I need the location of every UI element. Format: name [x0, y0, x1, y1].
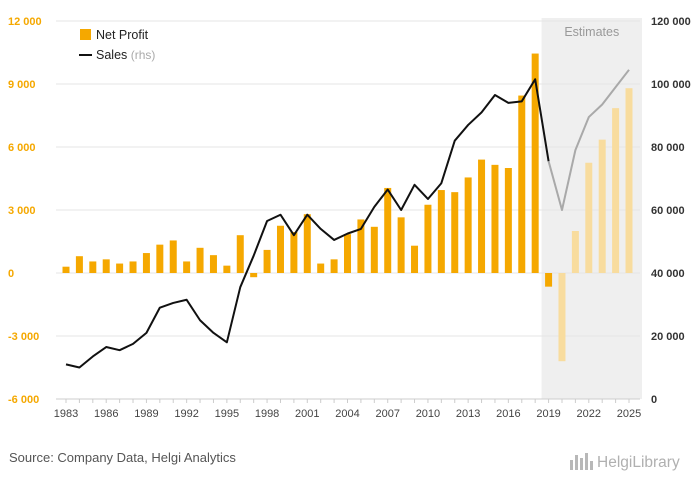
bar-net-profit-1992 — [183, 261, 191, 273]
x-tick-label: 2010 — [416, 408, 440, 420]
y-axis-right: 0 20 000 40 000 60 000 80 000 100 000 120 000 — [651, 16, 691, 406]
bar-net-profit-2016 — [504, 168, 512, 273]
helgi-library-logo: HelgiLibrary — [570, 453, 680, 471]
legend-swatch-net-profit — [80, 29, 91, 40]
x-tick-label: 2007 — [375, 408, 399, 420]
y-left-tick-label: 3 000 — [8, 205, 36, 217]
x-axis: 1983 1986 1989 1992 1995 1998 2001 2004 2007 2010… — [54, 398, 641, 420]
logo-icon — [570, 453, 593, 470]
y-right-tick-label: 80 000 — [651, 142, 685, 154]
x-tick-label: 2013 — [456, 408, 480, 420]
bar-net-profit-1987 — [116, 263, 124, 273]
bar-net-profit-1998 — [263, 249, 271, 273]
x-tick-label: 2019 — [536, 408, 560, 420]
bar-net-profit-2005 — [357, 219, 365, 273]
bar-net-profit-1993 — [196, 247, 204, 273]
y-right-tick-label: 20 000 — [651, 331, 685, 343]
y-axis-left: -6 000 -3 000 0 3 000 6 000 9 000 12 000 — [8, 16, 42, 406]
source-note: Source: Company Data, Helgi Analytics — [9, 450, 236, 465]
bar-net-profit-2007 — [384, 187, 392, 273]
y-left-tick-label: 12 000 — [8, 16, 42, 28]
y-left-tick-label: -6 000 — [8, 394, 39, 406]
bar-net-profit-2002 — [317, 263, 325, 273]
bar-net-profit-1986 — [102, 259, 110, 273]
bar-net-profit-2011 — [437, 190, 445, 273]
bar-net-profit-2015 — [491, 164, 499, 273]
x-tick-label: 1998 — [255, 408, 279, 420]
bar-net-profit-2009 — [411, 245, 419, 273]
bar-net-profit-1995 — [223, 265, 231, 273]
x-tick-label: 2004 — [335, 408, 359, 420]
bar-net-profit-2006 — [370, 226, 378, 273]
bar-net-profit-2014 — [478, 159, 486, 273]
bar-net-profit-1990 — [156, 244, 164, 273]
x-tick-label: 1992 — [174, 408, 198, 420]
logo-text: HelgiLibrary — [597, 454, 680, 471]
y-left-tick-label: -3 000 — [8, 331, 39, 343]
bar-net-profit-2025 — [625, 88, 633, 273]
bar-net-profit-2021 — [571, 231, 579, 273]
bar-net-profit-2012 — [451, 192, 459, 273]
y-left-tick-label: 0 — [8, 268, 14, 280]
x-tick-label: 1989 — [134, 408, 158, 420]
legend-label-sales-suffix: (rhs) — [131, 48, 156, 62]
sales-line-estimate — [547, 69, 630, 211]
bar-net-profit-2004 — [344, 234, 352, 273]
bar-net-profit-1994 — [209, 255, 217, 273]
bar-net-profit-1999 — [276, 225, 284, 273]
net-profit-bars — [62, 53, 633, 362]
bar-net-profit-2010 — [424, 204, 432, 273]
y-right-tick-label: 0 — [651, 394, 657, 406]
x-tick-label: 2022 — [577, 408, 601, 420]
legend: Net Profit Sales (rhs) — [79, 28, 155, 62]
bar-net-profit-2019 — [545, 273, 553, 287]
bar-net-profit-2023 — [598, 139, 606, 273]
legend-label-net-profit: Net Profit — [96, 28, 149, 42]
x-tick-label: 1983 — [54, 408, 78, 420]
sales-line-actual — [65, 78, 550, 369]
legend-label-sales-name: Sales — [96, 48, 127, 62]
y-right-tick-label: 40 000 — [651, 268, 685, 280]
bar-net-profit-2020 — [558, 273, 566, 362]
x-tick-label: 2016 — [496, 408, 520, 420]
y-left-tick-label: 9 000 — [8, 79, 36, 91]
sales-line — [65, 69, 630, 369]
x-tick-label: 2001 — [295, 408, 319, 420]
y-left-tick-label: 6 000 — [8, 142, 36, 154]
bar-net-profit-2000 — [290, 232, 298, 273]
bar-net-profit-2013 — [464, 177, 472, 273]
y-right-tick-label: 100 000 — [651, 79, 691, 91]
x-tick-label: 2025 — [617, 408, 641, 420]
bar-net-profit-1997 — [250, 273, 258, 278]
bar-net-profit-1985 — [89, 261, 97, 273]
bar-net-profit-1984 — [75, 256, 83, 273]
bar-net-profit-2018 — [531, 53, 539, 273]
bar-net-profit-2003 — [330, 259, 338, 273]
bar-net-profit-2017 — [518, 95, 526, 273]
bar-net-profit-1988 — [129, 261, 137, 273]
bar-net-profit-1991 — [169, 240, 177, 273]
bar-net-profit-2001 — [303, 214, 311, 273]
bar-net-profit-2024 — [612, 108, 620, 274]
bar-net-profit-2022 — [585, 162, 593, 273]
y-right-tick-label: 60 000 — [651, 205, 685, 217]
legend-label-sales: Sales (rhs) — [96, 48, 155, 62]
x-tick-label: 1995 — [215, 408, 239, 420]
bar-net-profit-1996 — [236, 235, 244, 273]
bar-net-profit-1983 — [62, 266, 70, 273]
bar-net-profit-1989 — [142, 253, 150, 273]
bar-net-profit-2008 — [397, 217, 405, 273]
y-right-tick-label: 120 000 — [651, 16, 691, 28]
estimates-label: Estimates — [564, 25, 619, 39]
x-tick-label: 1986 — [94, 408, 118, 420]
